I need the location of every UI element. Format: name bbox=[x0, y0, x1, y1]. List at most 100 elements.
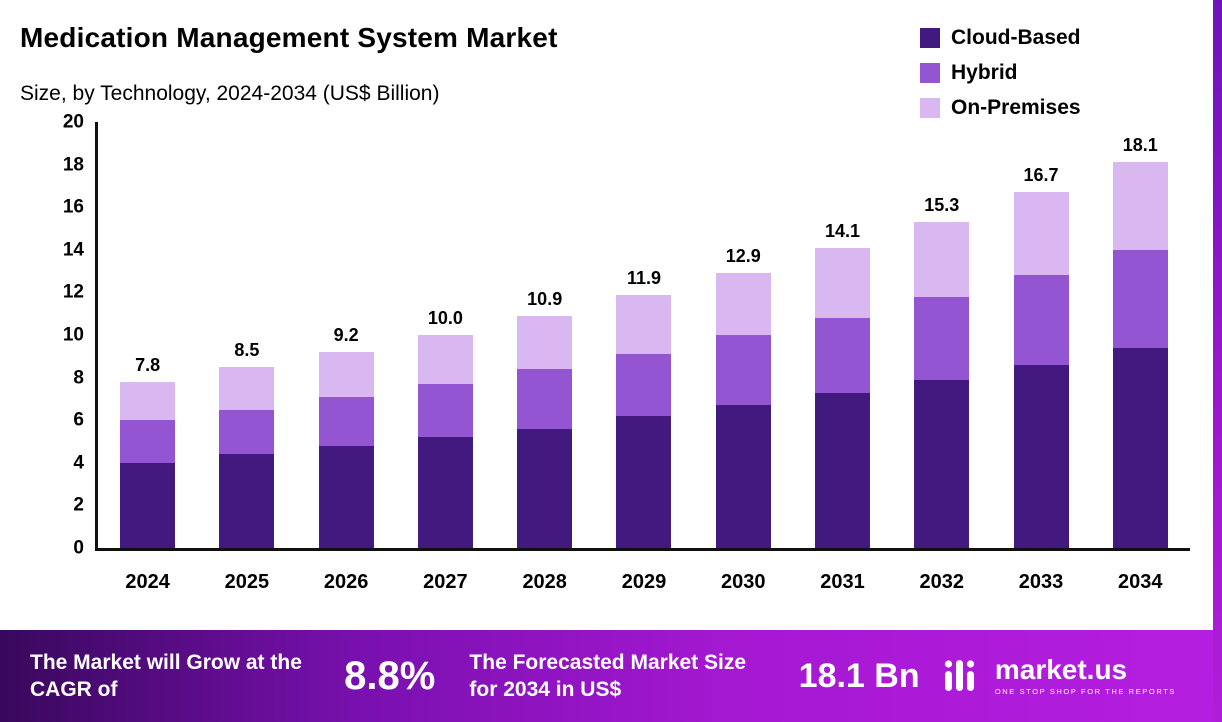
bar-total-label: 10.0 bbox=[427, 308, 463, 329]
bar-segment-cloud-based bbox=[616, 415, 672, 548]
bar-segment-cloud-based bbox=[715, 405, 771, 548]
bar-column: 10.0 2027 bbox=[396, 122, 495, 593]
bar-segment-cloud-based bbox=[814, 392, 870, 548]
y-axis-tick-label: 8 bbox=[73, 367, 84, 389]
bar-stack bbox=[417, 335, 473, 548]
bar-segment-on-premises bbox=[219, 366, 275, 410]
bar-segment-hybrid bbox=[1013, 275, 1069, 365]
right-frame-band bbox=[1213, 0, 1222, 722]
bar-stack bbox=[715, 273, 771, 548]
bar-segment-hybrid bbox=[616, 354, 672, 416]
bar-column: 18.1 2034 bbox=[1091, 122, 1190, 593]
bar-segment-hybrid bbox=[219, 409, 275, 455]
y-axis-tick-label: 6 bbox=[73, 409, 84, 431]
bar-segment-on-premises bbox=[318, 352, 374, 397]
bar-column: 16.7 2033 bbox=[991, 122, 1090, 593]
bar-column: 10.9 2028 bbox=[495, 122, 594, 593]
y-axis-tick-label: 16 bbox=[62, 196, 84, 218]
bar-segment-hybrid bbox=[715, 335, 771, 406]
bar-total-label: 11.9 bbox=[626, 267, 661, 288]
bar-segment-on-premises bbox=[616, 294, 672, 355]
legend-item: Hybrid bbox=[920, 61, 1081, 85]
bar-stack bbox=[616, 294, 672, 548]
x-axis-label: 2027 bbox=[423, 571, 468, 593]
bar-segment-hybrid bbox=[120, 420, 176, 463]
bar-stack bbox=[814, 247, 870, 548]
bar-segment-hybrid bbox=[1112, 249, 1168, 348]
x-axis-label: 2031 bbox=[820, 571, 865, 593]
bar-column: 7.8 2024 bbox=[98, 122, 197, 593]
bar-segment-cloud-based bbox=[417, 437, 473, 548]
legend-item: Cloud-Based bbox=[920, 26, 1081, 50]
bar-column: 14.1 2031 bbox=[793, 122, 892, 593]
bar-segment-hybrid bbox=[318, 396, 374, 446]
bar-segment-cloud-based bbox=[914, 379, 970, 548]
x-axis-label: 2034 bbox=[1118, 571, 1163, 593]
cagr-label: The Market will Grow at the CAGR of bbox=[30, 650, 302, 701]
legend-label: On-Premises bbox=[951, 96, 1081, 119]
legend-swatch bbox=[920, 98, 940, 118]
bar-total-label: 16.7 bbox=[1023, 165, 1059, 186]
brand-tagline: ONE STOP SHOP FOR THE REPORTS bbox=[994, 687, 1176, 696]
legend-item: On-Premises bbox=[920, 96, 1081, 120]
legend-label: Hybrid bbox=[951, 61, 1018, 84]
y-axis-tick-label: 10 bbox=[62, 324, 84, 346]
y-axis-tick-label: 20 bbox=[62, 111, 84, 133]
y-axis-tick-label: 12 bbox=[62, 281, 84, 303]
cagr-value: 8.8% bbox=[344, 653, 436, 698]
bar-stack bbox=[1013, 192, 1069, 548]
bar-segment-on-premises bbox=[120, 381, 176, 421]
brand-text-group: market.us ONE STOP SHOP FOR THE REPORTS bbox=[994, 654, 1176, 697]
bar-segment-cloud-based bbox=[219, 454, 275, 548]
bar-segment-hybrid bbox=[417, 384, 473, 438]
page-subtitle: Size, by Technology, 2024-2034 (US$ Bill… bbox=[20, 82, 440, 105]
bar-stack bbox=[914, 222, 970, 548]
legend-swatch bbox=[920, 63, 940, 83]
legend: Cloud-Based Hybrid On-Premises bbox=[920, 26, 1081, 120]
legend-swatch bbox=[920, 28, 940, 48]
bar-segment-hybrid bbox=[814, 317, 870, 393]
bar-segment-cloud-based bbox=[1112, 347, 1168, 548]
bar-total-label: 14.1 bbox=[824, 220, 861, 241]
forecast-value: 18.1 Bn bbox=[798, 656, 920, 695]
bar-total-label: 9.2 bbox=[333, 325, 359, 346]
x-axis-label: 2030 bbox=[720, 571, 766, 593]
bar-total-label: 18.1 bbox=[1122, 135, 1158, 156]
x-axis-label: 2026 bbox=[323, 571, 369, 593]
bar-total-label: 15.3 bbox=[924, 195, 960, 216]
x-axis-label: 2025 bbox=[224, 571, 270, 593]
marketus-logo-icon bbox=[939, 651, 985, 702]
bar-segment-on-premises bbox=[914, 222, 970, 297]
footer-banner: The Market will Grow at the CAGR of 8.8%… bbox=[0, 630, 1222, 722]
y-axis-tick-label: 2 bbox=[73, 494, 84, 516]
bar-segment-hybrid bbox=[914, 296, 970, 380]
y-axis-tick-label: 18 bbox=[62, 154, 84, 176]
bar-column: 15.3 2032 bbox=[892, 122, 991, 593]
x-axis-label: 2033 bbox=[1018, 571, 1064, 593]
forecast-label: The Forecasted Market Size for 2034 in U… bbox=[469, 650, 747, 701]
bar-column: 12.9 2030 bbox=[694, 122, 793, 593]
y-axis-tick-label: 14 bbox=[62, 239, 84, 261]
bar-column: 9.2 2026 bbox=[297, 122, 396, 593]
x-axis-label: 2029 bbox=[621, 571, 667, 593]
bar-total-label: 12.9 bbox=[725, 246, 761, 267]
bar-segment-on-premises bbox=[517, 315, 573, 370]
plot-area: 7.8 2024 8.5 2025 9.2 2026 10.0 2027 10.9 2028 11.… bbox=[95, 122, 1190, 593]
bar-column: 11.9 2029 bbox=[594, 122, 693, 593]
legend-label: Cloud-Based bbox=[951, 26, 1081, 49]
bar-segment-on-premises bbox=[1112, 162, 1168, 250]
brand-name: market.us bbox=[994, 654, 1128, 685]
bar-segment-cloud-based bbox=[517, 428, 573, 548]
bar-segment-on-premises bbox=[814, 247, 870, 318]
y-axis-tick-label: 0 bbox=[73, 537, 84, 559]
bar-segment-cloud-based bbox=[1013, 364, 1069, 548]
bar-stack bbox=[120, 381, 176, 548]
page-title: Medication Management System Market bbox=[20, 22, 558, 53]
bar-segment-cloud-based bbox=[318, 445, 374, 548]
x-axis-label: 2032 bbox=[919, 571, 965, 593]
bar-column: 8.5 2025 bbox=[197, 122, 296, 593]
bar-total-label: 8.5 bbox=[234, 339, 260, 360]
bar-stack bbox=[1112, 162, 1168, 548]
y-axis-tick-label: 4 bbox=[73, 452, 84, 474]
bar-stack bbox=[219, 366, 275, 548]
